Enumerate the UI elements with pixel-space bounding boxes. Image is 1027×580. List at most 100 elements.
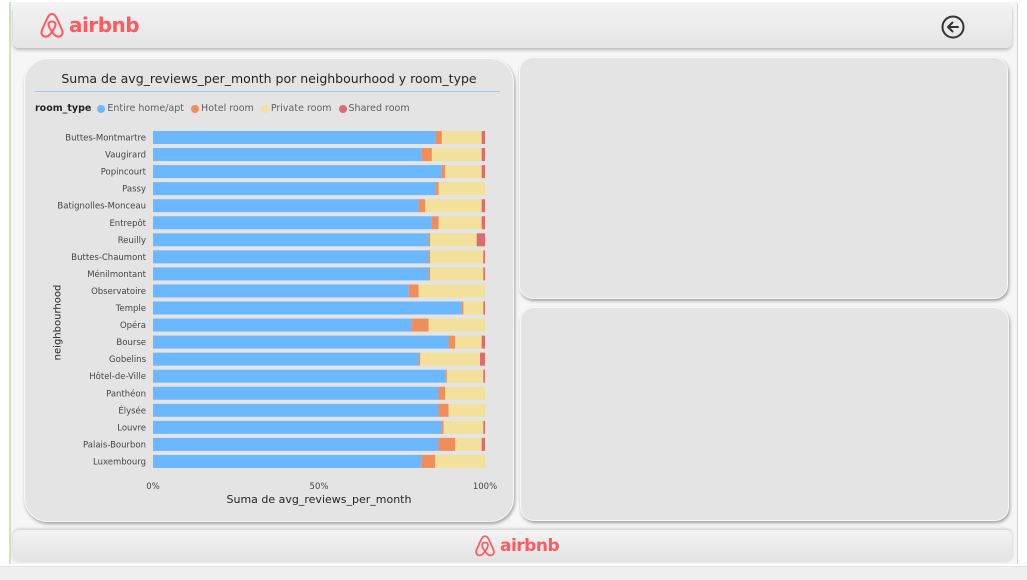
bar-temple-shared-room[interactable] bbox=[483, 301, 485, 315]
bar-hotel-de-ville-hotel-room[interactable] bbox=[445, 369, 447, 383]
bar-bourse-private-room[interactable] bbox=[455, 335, 482, 349]
bar-buttes-montmartre-shared-room[interactable] bbox=[481, 131, 485, 144]
bar-passy-entire-home-apt[interactable] bbox=[153, 182, 436, 196]
bar-buttes-chaumont-hotel-room[interactable] bbox=[428, 250, 431, 264]
bar-pantheon-private-room[interactable] bbox=[445, 386, 485, 400]
bar-entrepot-shared-room[interactable] bbox=[481, 216, 485, 230]
chart-legend: room_type Entire home/apt Hotel room Pri… bbox=[35, 103, 417, 114]
bar-buttes-chaumont-private-room[interactable] bbox=[430, 250, 484, 264]
bar-hotel-de-ville-entire-home-apt[interactable] bbox=[153, 369, 446, 383]
bar-menilmontant-private-room[interactable] bbox=[430, 267, 484, 281]
empty-panel-top bbox=[519, 57, 1008, 299]
bar-observatoire-private-room[interactable] bbox=[418, 284, 485, 298]
bar-popincourt-hotel-room[interactable] bbox=[441, 165, 446, 179]
legend-label-shared: Shared room bbox=[348, 103, 410, 114]
legend-item-entire[interactable]: Entire home/apt bbox=[97, 103, 184, 114]
bar-menilmontant-entire-home-apt[interactable] bbox=[153, 267, 429, 281]
stacked-bar-chart[interactable]: Buttes-Montmartre Vaugirard Popincourt Pass… bbox=[25, 59, 513, 521]
bar-gobelins-entire-home-apt[interactable] bbox=[153, 352, 419, 366]
bar-louvre-entire-home-apt[interactable] bbox=[153, 420, 442, 434]
bar-palais-bourbon-shared-room[interactable] bbox=[481, 437, 485, 451]
category-label-popincourt: Popincourt bbox=[101, 168, 147, 178]
legend-label-entire: Entire home/apt bbox=[107, 103, 185, 114]
x-tick-label-2: 100% bbox=[473, 482, 497, 492]
bar-temple-hotel-room[interactable] bbox=[461, 301, 464, 315]
bar-hotel-de-ville-shared-room[interactable] bbox=[483, 369, 485, 383]
bar-entrepot-private-room[interactable] bbox=[438, 216, 482, 230]
bar-elysee-private-room[interactable] bbox=[448, 403, 485, 417]
bar-opera-entire-home-apt[interactable] bbox=[153, 318, 412, 332]
bar-vaugirard-hotel-room[interactable] bbox=[421, 148, 432, 162]
bar-batignolles-monceau-hotel-room[interactable] bbox=[418, 199, 426, 213]
bar-temple-entire-home-apt[interactable] bbox=[153, 301, 462, 315]
bar-reuilly-hotel-room[interactable] bbox=[428, 233, 431, 247]
category-label-menilmontant: Ménilmontant bbox=[87, 269, 146, 280]
bar-louvre-shared-room[interactable] bbox=[483, 420, 485, 434]
category-label-pantheon: Panthéon bbox=[106, 388, 146, 399]
bar-hotel-de-ville-private-room[interactable] bbox=[446, 369, 484, 383]
bar-louvre-hotel-room[interactable] bbox=[441, 420, 444, 434]
bar-buttes-montmartre-entire-home-apt[interactable] bbox=[153, 131, 436, 144]
bar-gobelins-private-room[interactable] bbox=[420, 352, 481, 366]
bar-vaugirard-shared-room[interactable] bbox=[481, 148, 485, 162]
bar-luxembourg-entire-home-apt[interactable] bbox=[153, 454, 422, 468]
bar-opera-hotel-room[interactable] bbox=[411, 318, 429, 332]
legend-label-private: Private room bbox=[270, 103, 332, 114]
bar-entrepot-entire-home-apt[interactable] bbox=[153, 216, 432, 230]
legend-item-private[interactable]: Private room bbox=[260, 103, 332, 114]
bar-popincourt-shared-room[interactable] bbox=[481, 165, 485, 179]
bar-luxembourg-private-room[interactable] bbox=[435, 454, 485, 468]
chart-card[interactable]: Suma de avg_reviews_per_month por neighb… bbox=[24, 58, 514, 522]
category-label-louvre: Louvre bbox=[117, 423, 146, 433]
bar-elysee-hotel-room[interactable] bbox=[438, 403, 449, 417]
y-axis-label: neighbourhood bbox=[52, 284, 64, 361]
category-label-luxembourg: Luxembourg bbox=[93, 457, 146, 467]
bar-observatoire-entire-home-apt[interactable] bbox=[153, 284, 409, 298]
bar-reuilly-entire-home-apt[interactable] bbox=[153, 233, 429, 247]
bar-vaugirard-private-room[interactable] bbox=[431, 148, 482, 162]
bar-vaugirard-entire-home-apt[interactable] bbox=[153, 148, 422, 162]
bar-gobelins-shared-room[interactable] bbox=[480, 352, 485, 366]
bar-menilmontant-shared-room[interactable] bbox=[483, 267, 485, 281]
bar-opera-private-room[interactable] bbox=[428, 318, 485, 332]
bar-buttes-montmartre-private-room[interactable] bbox=[441, 131, 482, 144]
bar-bourse-entire-home-apt[interactable] bbox=[153, 335, 449, 349]
bar-pantheon-entire-home-apt[interactable] bbox=[153, 386, 439, 400]
bar-batignolles-monceau-private-room[interactable] bbox=[425, 199, 482, 213]
bar-palais-bourbon-hotel-room[interactable] bbox=[438, 437, 456, 451]
bar-passy-private-room[interactable] bbox=[438, 182, 485, 196]
bar-batignolles-monceau-entire-home-apt[interactable] bbox=[153, 199, 419, 213]
chart-title: Suma de avg_reviews_per_month por neighb… bbox=[61, 71, 477, 86]
bar-gobelins-hotel-room[interactable] bbox=[418, 352, 421, 366]
bar-temple-private-room[interactable] bbox=[463, 301, 484, 315]
x-tick-label-1: 50% bbox=[310, 482, 329, 492]
bar-bourse-shared-room[interactable] bbox=[481, 335, 485, 349]
bar-pantheon-hotel-room[interactable] bbox=[438, 386, 446, 400]
airbnb-logo: airbnb bbox=[39, 11, 140, 39]
circle-arrow-left-icon[interactable] bbox=[941, 15, 965, 39]
bar-louvre-private-room[interactable] bbox=[443, 420, 484, 434]
footer-airbnb-logo-icon bbox=[475, 535, 495, 557]
bar-popincourt-entire-home-apt[interactable] bbox=[153, 165, 442, 179]
category-label-opera: Opéra bbox=[120, 320, 146, 331]
category-label-hotel-de-ville: Hôtel-de-Ville bbox=[89, 371, 146, 382]
bar-popincourt-private-room[interactable] bbox=[445, 165, 482, 179]
bar-observatoire-hotel-room[interactable] bbox=[408, 284, 419, 298]
bar-buttes-montmartre-hotel-room[interactable] bbox=[435, 131, 442, 144]
bar-palais-bourbon-entire-home-apt[interactable] bbox=[153, 437, 439, 451]
legend-item-hotel[interactable]: Hotel room bbox=[191, 103, 254, 114]
bar-entrepot-hotel-room[interactable] bbox=[431, 216, 439, 230]
bar-bourse-hotel-room[interactable] bbox=[448, 335, 456, 349]
bar-palais-bourbon-private-room[interactable] bbox=[455, 437, 482, 451]
bar-buttes-chaumont-shared-room[interactable] bbox=[483, 250, 485, 264]
bar-luxembourg-hotel-room[interactable] bbox=[421, 454, 436, 468]
bar-reuilly-private-room[interactable] bbox=[430, 233, 477, 247]
bar-batignolles-monceau-shared-room[interactable] bbox=[481, 199, 485, 213]
bar-reuilly-shared-room[interactable] bbox=[476, 233, 485, 247]
legend-item-shared[interactable]: Shared room bbox=[338, 103, 410, 114]
bar-passy-hotel-room[interactable] bbox=[435, 182, 439, 196]
bar-menilmontant-hotel-room[interactable] bbox=[428, 267, 431, 281]
bar-buttes-chaumont-entire-home-apt[interactable] bbox=[153, 250, 429, 264]
legend-title: room_type bbox=[35, 103, 92, 114]
bar-elysee-entire-home-apt[interactable] bbox=[153, 403, 439, 417]
